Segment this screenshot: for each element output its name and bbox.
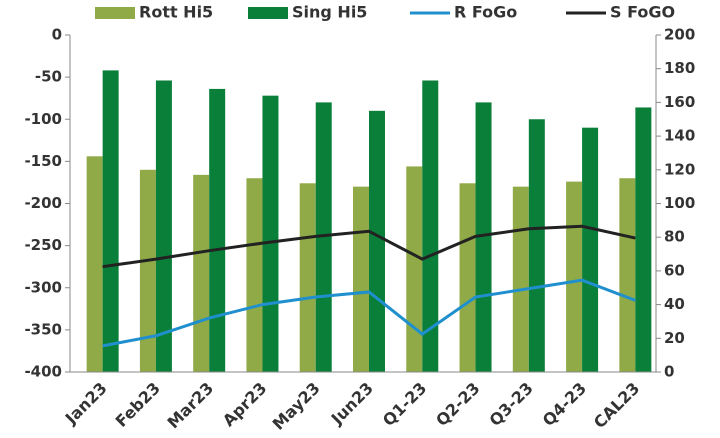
bar: [635, 107, 652, 372]
bar: [369, 110, 385, 372]
y2-tick-label: 200: [664, 26, 695, 44]
x-tick-label: Apr23: [219, 379, 271, 431]
bar: [512, 186, 529, 372]
bar: [475, 102, 492, 373]
line: [102, 278, 636, 348]
y-tick-label: -250: [24, 236, 62, 254]
y2-tick-label: 100: [664, 194, 695, 212]
x-tick-label: May23: [269, 379, 324, 434]
bar: [422, 80, 439, 373]
bar: [139, 169, 156, 372]
x-tick-label: CAL23: [590, 379, 643, 432]
y-tick-label: -100: [24, 110, 62, 128]
bar: [209, 88, 226, 373]
x-tick-label: Jun23: [327, 379, 377, 429]
legend-label: R FoGo: [454, 3, 517, 22]
bar: [406, 166, 423, 372]
x-tick-label: Q1-23: [379, 379, 430, 430]
y-tick-label: 0: [52, 26, 62, 44]
x-tick-label: Jan23: [61, 379, 111, 429]
bar: [246, 178, 263, 372]
y2-tick-label: 160: [664, 93, 695, 111]
y2-tick-label: 60: [664, 261, 685, 279]
y-tick-label: -200: [24, 194, 62, 212]
bar: [315, 102, 332, 373]
y2-tick-label: 0: [664, 363, 674, 381]
legend-swatch: [248, 7, 288, 19]
bar: [193, 174, 210, 372]
bar: [353, 186, 369, 372]
legend-swatch: [95, 7, 135, 19]
x-tick-label: Q4-23: [539, 379, 590, 430]
bar: [102, 70, 119, 372]
bar: [619, 178, 636, 372]
x-tick-label: Mar23: [164, 379, 218, 433]
y2-tick-label: 20: [664, 329, 685, 347]
legend-label: Rott Hi5: [139, 3, 213, 22]
y2-tick-label: 140: [664, 127, 695, 145]
x-tick-label: Q2-23: [432, 379, 483, 430]
bar: [582, 127, 599, 372]
legend-label: Sing Hi5: [292, 3, 367, 22]
bar: [262, 95, 279, 372]
bar: [459, 183, 476, 372]
y-tick-label: -50: [35, 68, 62, 86]
bar: [86, 156, 103, 372]
y2-tick-label: 80: [664, 228, 685, 246]
x-tick-label: Q3-23: [485, 379, 536, 430]
y-tick-label: -400: [24, 363, 62, 381]
bar: [299, 183, 316, 372]
y2-tick-label: 180: [664, 59, 695, 77]
y2-tick-label: 120: [664, 160, 695, 178]
bar: [155, 80, 172, 373]
y-tick-label: -350: [24, 320, 62, 338]
legend-label: S FoGO: [610, 3, 675, 22]
x-tick-label: Feb23: [112, 379, 164, 431]
bar: [566, 181, 583, 372]
y2-tick-label: 40: [664, 295, 685, 313]
line: [102, 224, 636, 269]
bar: [528, 119, 545, 372]
y-tick-label: -150: [24, 152, 62, 170]
y-tick-label: -300: [24, 278, 62, 296]
